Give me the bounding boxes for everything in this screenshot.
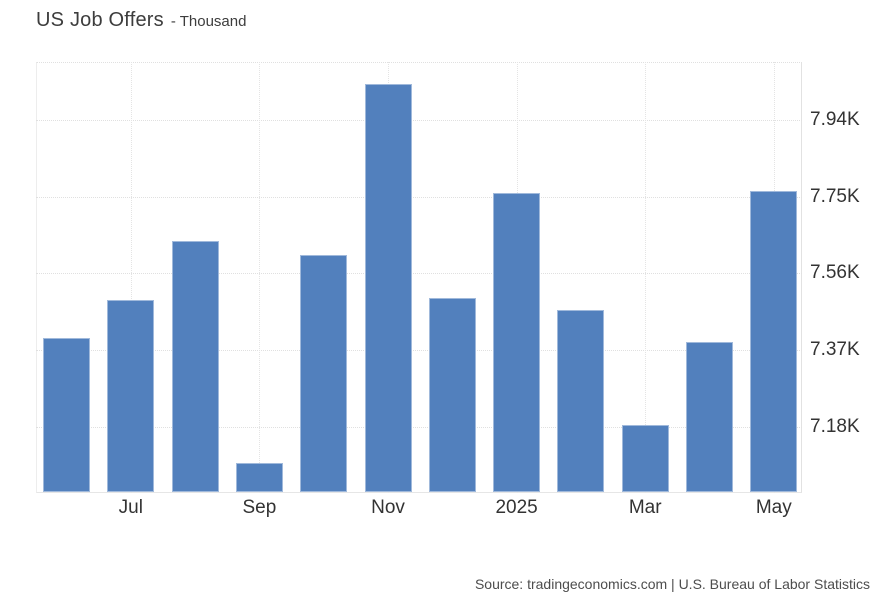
y-gridline xyxy=(36,196,802,198)
x-gridline xyxy=(259,62,261,493)
y-tick-label: 7.56K xyxy=(810,262,860,284)
bar-aug-2024[interactable] xyxy=(171,241,219,492)
plot-area xyxy=(36,62,802,493)
y-tick-label: 7.37K xyxy=(810,339,860,360)
chart-header: US Job Offers - Thousand xyxy=(36,9,246,32)
y-tick-label: 7.18K xyxy=(810,415,860,437)
bar-jul-2024[interactable] xyxy=(107,299,155,492)
x-tick-label: 2025 xyxy=(495,497,538,518)
y-gridline xyxy=(36,426,802,428)
y-tick-label: 7.75K xyxy=(810,185,860,207)
bar-feb-2025[interactable] xyxy=(557,309,605,492)
x-tick-label: May xyxy=(755,497,792,518)
bar-jun-2024[interactable] xyxy=(43,337,90,492)
bar-jan-2025[interactable] xyxy=(493,192,541,492)
bar-mar-2025[interactable] xyxy=(621,424,669,492)
bar-may-2025[interactable] xyxy=(750,190,798,492)
bar-oct-2024[interactable] xyxy=(300,255,348,492)
y-tick-label: 7.94K xyxy=(810,109,860,131)
x-gridline xyxy=(130,62,132,493)
y-gridline xyxy=(36,350,802,351)
x-tick-label: Nov xyxy=(371,497,405,518)
x-gridline xyxy=(645,62,647,493)
bar-apr-2025[interactable] xyxy=(686,341,733,492)
y-gridline xyxy=(36,273,802,275)
x-tick-label: Sep xyxy=(242,497,277,518)
chart-subtitle: - Thousand xyxy=(170,13,247,30)
bar-dec-2024[interactable] xyxy=(428,297,476,492)
x-tick-label: Mar xyxy=(628,497,662,518)
bar-sep-2024[interactable] xyxy=(235,462,283,492)
chart-title: US Job Offers xyxy=(36,9,164,31)
x-tick-label: Jul xyxy=(118,497,143,518)
y-gridline xyxy=(36,120,802,122)
source-attribution: Source: tradingeconomics.com | U.S. Bure… xyxy=(474,576,870,592)
bar-nov-2024[interactable] xyxy=(364,84,412,492)
